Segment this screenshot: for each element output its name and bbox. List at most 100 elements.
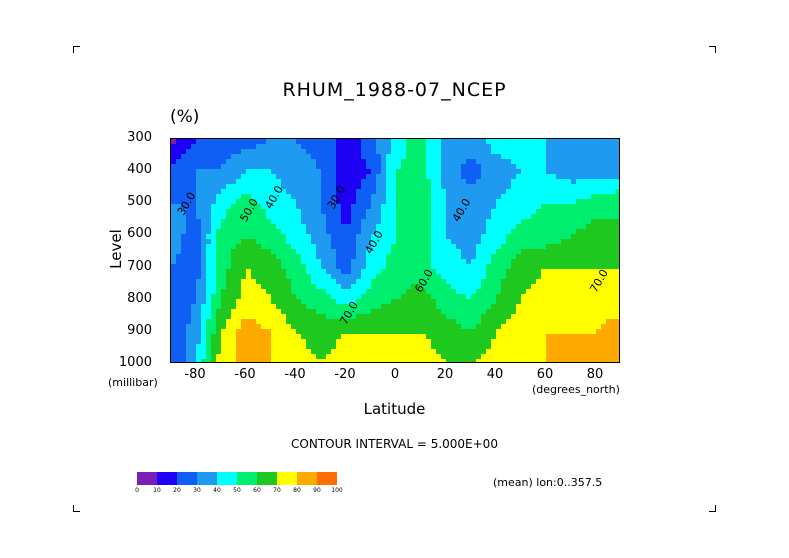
heatmap-cell — [226, 149, 232, 155]
heatmap-cell — [256, 344, 262, 350]
heatmap-cell — [336, 299, 342, 305]
heatmap-cell — [196, 254, 202, 260]
heatmap-cell — [196, 164, 202, 170]
heatmap-cell — [556, 204, 562, 210]
heatmap-cell — [506, 359, 512, 362]
heatmap-cell — [211, 199, 217, 205]
heatmap-cell — [406, 219, 412, 225]
heatmap-cell — [601, 304, 607, 310]
heatmap-cell — [511, 234, 517, 240]
heatmap-cell — [406, 254, 412, 260]
heatmap-cell — [586, 249, 592, 255]
heatmap-cell — [446, 294, 452, 300]
heatmap-cell — [556, 189, 562, 195]
heatmap-cell — [511, 204, 517, 210]
heatmap-cell — [386, 319, 392, 325]
heatmap-cell — [561, 259, 567, 265]
heatmap-cell — [521, 284, 527, 290]
heatmap-cell — [336, 234, 342, 240]
heatmap-cell — [201, 229, 207, 235]
heatmap-cell — [171, 144, 177, 150]
heatmap-cell — [436, 149, 442, 155]
heatmap-cell — [351, 239, 357, 245]
heatmap-cell — [456, 159, 462, 165]
heatmap-cell — [546, 289, 552, 295]
heatmap-cell — [486, 149, 492, 155]
heatmap-cell — [251, 299, 257, 305]
heatmap-cell — [396, 309, 402, 315]
heatmap-cell — [561, 294, 567, 300]
colorbar-tick-label: 20 — [173, 487, 181, 494]
heatmap-cell — [196, 349, 202, 355]
heatmap-cell — [171, 279, 177, 285]
heatmap-cell — [476, 209, 482, 215]
heatmap-cell — [331, 259, 337, 265]
heatmap-cell — [261, 354, 267, 360]
heatmap-cell — [356, 139, 362, 145]
heatmap-cell — [321, 264, 327, 270]
heatmap-cell — [401, 284, 407, 290]
heatmap-cell — [411, 304, 417, 310]
heatmap-cell — [531, 259, 537, 265]
heatmap-cell — [416, 239, 422, 245]
heatmap-cell — [616, 259, 619, 265]
heatmap-cell — [231, 309, 237, 315]
heatmap-cell — [336, 219, 342, 225]
heatmap-cell — [396, 279, 402, 285]
heatmap-cell — [366, 289, 372, 295]
heatmap-cell — [331, 269, 337, 275]
heatmap-cell — [466, 149, 472, 155]
heatmap-cell — [176, 189, 182, 195]
heatmap-cell — [236, 139, 242, 145]
heatmap-cell — [366, 199, 372, 205]
heatmap-cell — [171, 179, 177, 185]
heatmap-cell — [441, 244, 447, 250]
heatmap-cell — [236, 269, 242, 275]
heatmap-cell — [381, 354, 387, 360]
heatmap-cell — [301, 264, 307, 270]
heatmap-cell — [596, 244, 602, 250]
heatmap-cell — [441, 249, 447, 255]
heatmap-cell — [401, 184, 407, 190]
heatmap-cell — [421, 334, 427, 340]
heatmap-cell — [241, 324, 247, 330]
heatmap-cell — [336, 314, 342, 320]
heatmap-cell — [271, 214, 277, 220]
heatmap-cell — [346, 219, 352, 225]
heatmap-cell — [176, 329, 182, 335]
heatmap-cell — [311, 354, 317, 360]
heatmap-cell — [251, 329, 257, 335]
heatmap-cell — [511, 244, 517, 250]
heatmap-cell — [391, 264, 397, 270]
heatmap-cell — [511, 254, 517, 260]
heatmap-cell — [531, 334, 537, 340]
heatmap-cell — [181, 229, 187, 235]
heatmap-cell — [326, 169, 332, 175]
heatmap-cell — [591, 329, 597, 335]
heatmap-cell — [526, 144, 532, 150]
heatmap-cell — [216, 304, 222, 310]
heatmap-cell — [371, 274, 377, 280]
heatmap-cell — [211, 349, 217, 355]
heatmap-cell — [226, 324, 232, 330]
heatmap-cell — [286, 214, 292, 220]
heatmap-cell — [331, 349, 337, 355]
heatmap-cell — [451, 234, 457, 240]
heatmap-cell — [461, 294, 467, 300]
heatmap-cell — [546, 224, 552, 230]
heatmap-cell — [566, 304, 572, 310]
heatmap-cell — [486, 229, 492, 235]
heatmap-cell — [391, 194, 397, 200]
heatmap-cell — [416, 249, 422, 255]
heatmap-cell — [456, 254, 462, 260]
heatmap-cell — [196, 309, 202, 315]
heatmap-cell — [506, 279, 512, 285]
heatmap-cell — [236, 204, 242, 210]
heatmap-cell — [286, 189, 292, 195]
heatmap-cell — [596, 284, 602, 290]
heatmap-cell — [436, 179, 442, 185]
heatmap-cell — [291, 154, 297, 160]
heatmap-cell — [616, 319, 619, 325]
heatmap-cell — [606, 204, 612, 210]
y-tick-label: 400 — [127, 162, 152, 178]
